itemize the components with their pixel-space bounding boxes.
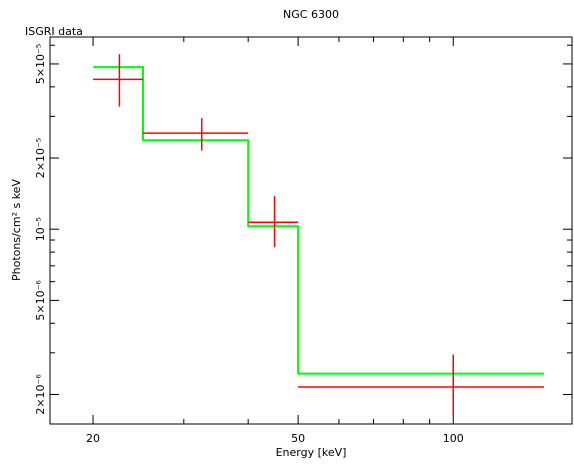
x-tick-label: 50 — [291, 432, 305, 445]
plot-frame — [49, 36, 573, 425]
y-tick-label: 2×10⁻⁶ — [34, 374, 47, 415]
axis-ticks — [50, 37, 572, 424]
chart-title: NGC 6300 — [283, 8, 339, 21]
x-axis-label: Energy [keV] — [276, 446, 347, 459]
y-axis-label: Photons/cm² s keV — [10, 179, 23, 281]
x-tick-label: 20 — [86, 432, 100, 445]
x-tick-labels: 20 50 100 — [86, 432, 464, 445]
y-tick-label: 2×10⁻⁵ — [34, 138, 47, 178]
x-tick-label: 100 — [443, 432, 464, 445]
chart-subtitle: ISGRI data — [25, 25, 83, 38]
model-step-line — [93, 66, 544, 375]
y-tick-labels: 2×10⁻⁶ 5×10⁻⁶ 10⁻⁵ 2×10⁻⁵ 5×10⁻⁵ — [34, 44, 47, 415]
y-tick-label: 5×10⁻⁶ — [34, 280, 47, 321]
data-series — [93, 54, 544, 417]
model-series — [93, 66, 544, 375]
y-tick-label: 5×10⁻⁵ — [34, 44, 47, 84]
y-tick-label: 10⁻⁵ — [34, 217, 47, 241]
